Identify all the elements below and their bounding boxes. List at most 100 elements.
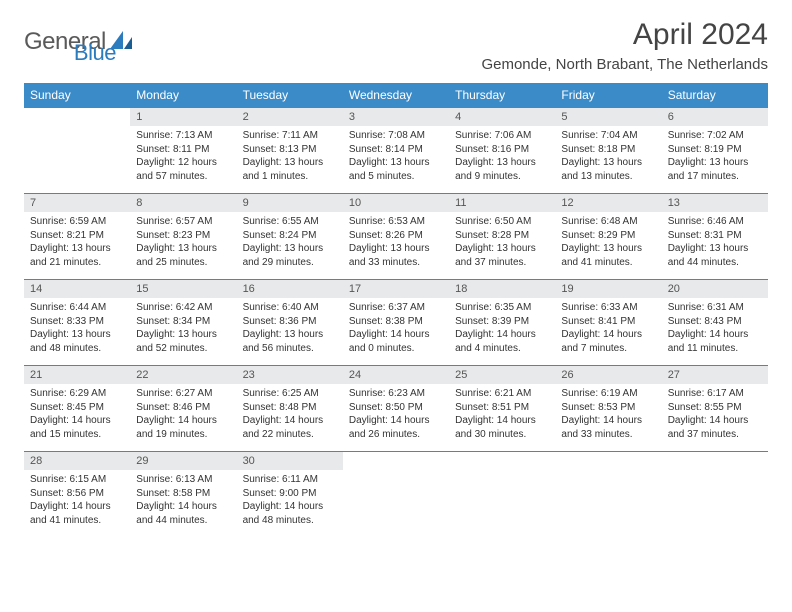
daylight-text: Daylight: 13 hours and 56 minutes. <box>243 328 337 355</box>
calendar-cell: 30Sunrise: 6:11 AMSunset: 9:00 PMDayligh… <box>237 452 343 538</box>
daylight-text: Daylight: 13 hours and 25 minutes. <box>136 242 230 269</box>
calendar-cell: 17Sunrise: 6:37 AMSunset: 8:38 PMDayligh… <box>343 280 449 366</box>
daylight-text: Daylight: 14 hours and 48 minutes. <box>243 500 337 527</box>
day-content: Sunrise: 6:53 AMSunset: 8:26 PMDaylight:… <box>343 212 449 272</box>
day-content: Sunrise: 6:42 AMSunset: 8:34 PMDaylight:… <box>130 298 236 358</box>
day-number: 14 <box>24 280 130 298</box>
sunset-text: Sunset: 8:38 PM <box>349 315 443 329</box>
day-number: 8 <box>130 194 236 212</box>
calendar-cell: 13Sunrise: 6:46 AMSunset: 8:31 PMDayligh… <box>662 194 768 280</box>
day-number: 17 <box>343 280 449 298</box>
day-content: Sunrise: 7:02 AMSunset: 8:19 PMDaylight:… <box>662 126 768 186</box>
calendar-cell: 6Sunrise: 7:02 AMSunset: 8:19 PMDaylight… <box>662 108 768 194</box>
sunrise-text: Sunrise: 6:46 AM <box>668 215 762 229</box>
day-number: 7 <box>24 194 130 212</box>
day-number: 2 <box>237 108 343 126</box>
daylight-text: Daylight: 13 hours and 13 minutes. <box>561 156 655 183</box>
daylight-text: Daylight: 14 hours and 11 minutes. <box>668 328 762 355</box>
month-title: April 2024 <box>481 18 768 52</box>
calendar-cell: 4Sunrise: 7:06 AMSunset: 8:16 PMDaylight… <box>449 108 555 194</box>
weekday-header: Tuesday <box>237 83 343 108</box>
sunset-text: Sunset: 8:31 PM <box>668 229 762 243</box>
calendar-table: Sunday Monday Tuesday Wednesday Thursday… <box>24 83 768 538</box>
sunset-text: Sunset: 8:23 PM <box>136 229 230 243</box>
calendar-cell: 3Sunrise: 7:08 AMSunset: 8:14 PMDaylight… <box>343 108 449 194</box>
sunset-text: Sunset: 8:48 PM <box>243 401 337 415</box>
sunset-text: Sunset: 8:43 PM <box>668 315 762 329</box>
day-content: Sunrise: 6:27 AMSunset: 8:46 PMDaylight:… <box>130 384 236 444</box>
sunrise-text: Sunrise: 7:11 AM <box>243 129 337 143</box>
daylight-text: Daylight: 13 hours and 5 minutes. <box>349 156 443 183</box>
calendar-cell: 23Sunrise: 6:25 AMSunset: 8:48 PMDayligh… <box>237 366 343 452</box>
day-content: Sunrise: 6:13 AMSunset: 8:58 PMDaylight:… <box>130 470 236 530</box>
day-number: 19 <box>555 280 661 298</box>
day-number: 12 <box>555 194 661 212</box>
daylight-text: Daylight: 13 hours and 48 minutes. <box>30 328 124 355</box>
daylight-text: Daylight: 14 hours and 33 minutes. <box>561 414 655 441</box>
sunset-text: Sunset: 8:41 PM <box>561 315 655 329</box>
title-block: April 2024 Gemonde, North Brabant, The N… <box>481 18 768 73</box>
logo-text-2: Blue <box>74 40 116 66</box>
day-number: 3 <box>343 108 449 126</box>
sunrise-text: Sunrise: 6:44 AM <box>30 301 124 315</box>
calendar-cell: 8Sunrise: 6:57 AMSunset: 8:23 PMDaylight… <box>130 194 236 280</box>
sunrise-text: Sunrise: 6:25 AM <box>243 387 337 401</box>
day-content: Sunrise: 6:29 AMSunset: 8:45 PMDaylight:… <box>24 384 130 444</box>
calendar-cell: 28Sunrise: 6:15 AMSunset: 8:56 PMDayligh… <box>24 452 130 538</box>
calendar-cell <box>24 108 130 194</box>
sunset-text: Sunset: 8:28 PM <box>455 229 549 243</box>
day-number: 9 <box>237 194 343 212</box>
sunset-text: Sunset: 8:45 PM <box>30 401 124 415</box>
day-content: Sunrise: 6:48 AMSunset: 8:29 PMDaylight:… <box>555 212 661 272</box>
day-content: Sunrise: 6:57 AMSunset: 8:23 PMDaylight:… <box>130 212 236 272</box>
sunrise-text: Sunrise: 6:29 AM <box>30 387 124 401</box>
sunrise-text: Sunrise: 6:27 AM <box>136 387 230 401</box>
day-number: 26 <box>555 366 661 384</box>
sunset-text: Sunset: 8:26 PM <box>349 229 443 243</box>
day-number: 20 <box>662 280 768 298</box>
calendar-cell: 25Sunrise: 6:21 AMSunset: 8:51 PMDayligh… <box>449 366 555 452</box>
calendar-cell: 15Sunrise: 6:42 AMSunset: 8:34 PMDayligh… <box>130 280 236 366</box>
day-content: Sunrise: 6:15 AMSunset: 8:56 PMDaylight:… <box>24 470 130 530</box>
day-number: 16 <box>237 280 343 298</box>
sunset-text: Sunset: 8:19 PM <box>668 143 762 157</box>
day-number: 4 <box>449 108 555 126</box>
sunset-text: Sunset: 8:18 PM <box>561 143 655 157</box>
sunrise-text: Sunrise: 7:06 AM <box>455 129 549 143</box>
calendar-cell <box>662 452 768 538</box>
sunset-text: Sunset: 8:58 PM <box>136 487 230 501</box>
calendar-cell: 5Sunrise: 7:04 AMSunset: 8:18 PMDaylight… <box>555 108 661 194</box>
day-content: Sunrise: 6:44 AMSunset: 8:33 PMDaylight:… <box>24 298 130 358</box>
weekday-header: Friday <box>555 83 661 108</box>
location: Gemonde, North Brabant, The Netherlands <box>481 56 768 73</box>
weekday-header: Wednesday <box>343 83 449 108</box>
day-content: Sunrise: 6:35 AMSunset: 8:39 PMDaylight:… <box>449 298 555 358</box>
calendar-cell: 12Sunrise: 6:48 AMSunset: 8:29 PMDayligh… <box>555 194 661 280</box>
day-number: 28 <box>24 452 130 470</box>
sunrise-text: Sunrise: 6:53 AM <box>349 215 443 229</box>
sunset-text: Sunset: 8:16 PM <box>455 143 549 157</box>
weekday-header: Thursday <box>449 83 555 108</box>
sunrise-text: Sunrise: 6:13 AM <box>136 473 230 487</box>
sunrise-text: Sunrise: 6:33 AM <box>561 301 655 315</box>
sunset-text: Sunset: 8:34 PM <box>136 315 230 329</box>
calendar-cell: 29Sunrise: 6:13 AMSunset: 8:58 PMDayligh… <box>130 452 236 538</box>
calendar-cell: 16Sunrise: 6:40 AMSunset: 8:36 PMDayligh… <box>237 280 343 366</box>
daylight-text: Daylight: 14 hours and 7 minutes. <box>561 328 655 355</box>
calendar-cell: 21Sunrise: 6:29 AMSunset: 8:45 PMDayligh… <box>24 366 130 452</box>
sunrise-text: Sunrise: 7:13 AM <box>136 129 230 143</box>
daylight-text: Daylight: 13 hours and 52 minutes. <box>136 328 230 355</box>
sunrise-text: Sunrise: 6:42 AM <box>136 301 230 315</box>
daylight-text: Daylight: 13 hours and 41 minutes. <box>561 242 655 269</box>
daylight-text: Daylight: 13 hours and 37 minutes. <box>455 242 549 269</box>
day-content: Sunrise: 6:46 AMSunset: 8:31 PMDaylight:… <box>662 212 768 272</box>
weekday-header-row: Sunday Monday Tuesday Wednesday Thursday… <box>24 83 768 108</box>
sunrise-text: Sunrise: 6:21 AM <box>455 387 549 401</box>
day-content: Sunrise: 7:04 AMSunset: 8:18 PMDaylight:… <box>555 126 661 186</box>
day-number: 10 <box>343 194 449 212</box>
calendar-cell: 10Sunrise: 6:53 AMSunset: 8:26 PMDayligh… <box>343 194 449 280</box>
day-number: 25 <box>449 366 555 384</box>
day-content: Sunrise: 6:33 AMSunset: 8:41 PMDaylight:… <box>555 298 661 358</box>
sunset-text: Sunset: 8:39 PM <box>455 315 549 329</box>
day-content: Sunrise: 6:40 AMSunset: 8:36 PMDaylight:… <box>237 298 343 358</box>
